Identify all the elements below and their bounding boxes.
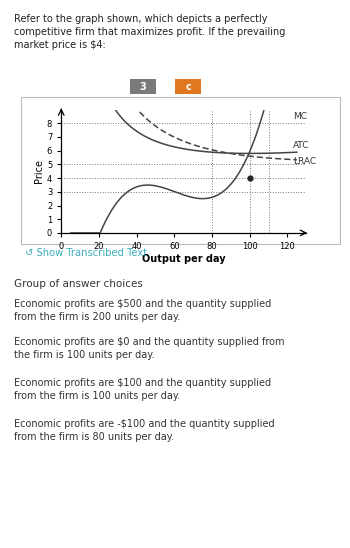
Text: LRAC: LRAC [293, 157, 316, 167]
Text: 3: 3 [139, 82, 146, 92]
Text: Refer to the graph shown, which depicts a perfectly
competitive firm that maximi: Refer to the graph shown, which depicts … [14, 14, 285, 50]
Text: Economic profits are $500 and the quantity supplied
from the firm is 200 units p: Economic profits are $500 and the quanti… [14, 299, 271, 322]
Text: ATC: ATC [293, 141, 309, 150]
Text: Economic profits are -$100 and the quantity supplied
from the firm is 80 units p: Economic profits are -$100 and the quant… [14, 419, 275, 442]
X-axis label: Output per day: Output per day [142, 254, 225, 264]
Text: c: c [185, 82, 191, 92]
Text: MC: MC [293, 112, 307, 121]
Text: Group of answer choices: Group of answer choices [14, 279, 143, 289]
Text: ↺ Show Transcribed Text: ↺ Show Transcribed Text [25, 248, 147, 258]
Y-axis label: Price: Price [34, 159, 44, 183]
Text: Economic profits are $0 and the quantity supplied from
the firm is 100 units per: Economic profits are $0 and the quantity… [14, 337, 285, 360]
Text: Economic profits are $100 and the quantity supplied
from the firm is 100 units p: Economic profits are $100 and the quanti… [14, 378, 271, 401]
